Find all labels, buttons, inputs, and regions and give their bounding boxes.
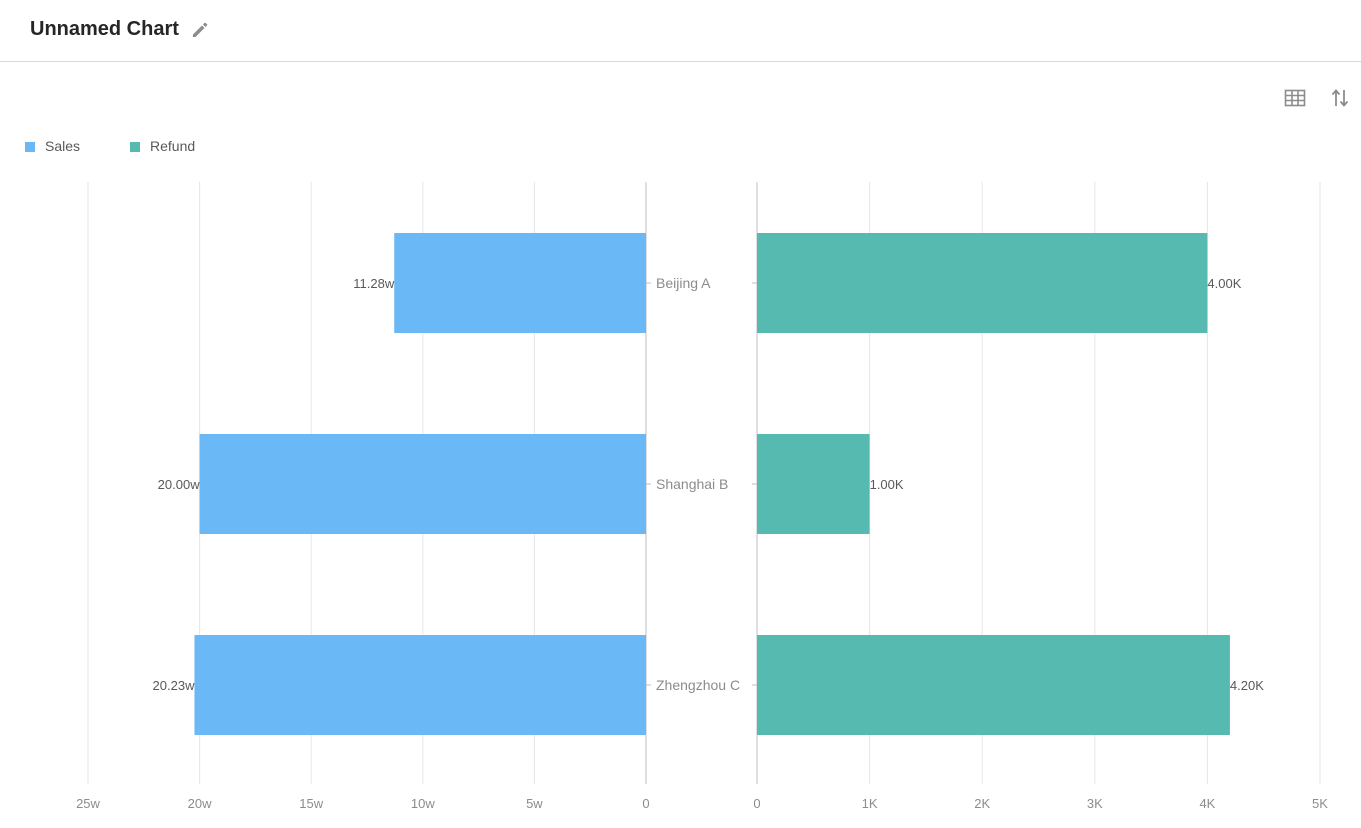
x-tick-label-right: 5K xyxy=(1312,796,1328,811)
x-tick-label-left: 25w xyxy=(76,796,100,811)
bar-refund xyxy=(757,233,1208,333)
x-tick-label-right: 2K xyxy=(974,796,990,811)
x-tick-label-left: 15w xyxy=(299,796,323,811)
category-label: Beijing A xyxy=(656,275,711,291)
legend-swatch-sales xyxy=(25,142,35,152)
bar-sales xyxy=(394,233,646,333)
bar-refund xyxy=(757,434,870,534)
x-tick-label-left: 10w xyxy=(411,796,435,811)
category-label: Shanghai B xyxy=(656,476,728,492)
legend-swatch-refund xyxy=(130,142,140,152)
data-label-refund: 1.00K xyxy=(870,477,904,492)
bar-sales xyxy=(194,635,646,735)
legend-label-sales: Sales xyxy=(45,138,81,154)
bar-refund xyxy=(757,635,1230,735)
x-tick-label-right: 3K xyxy=(1087,796,1103,811)
chart-title: Unnamed Chart xyxy=(30,18,179,40)
x-tick-label-right: 4K xyxy=(1199,796,1215,811)
legend-label-refund: Refund xyxy=(150,138,196,154)
x-tick-label-left: 5w xyxy=(526,796,543,811)
table-icon[interactable] xyxy=(1283,86,1307,110)
data-label-refund: 4.00K xyxy=(1207,276,1241,291)
x-tick-label-right: 1K xyxy=(862,796,878,811)
x-tick-label-right: 0 xyxy=(753,796,760,811)
x-tick-label-left: 20w xyxy=(188,796,212,811)
data-label-sales: 20.23w xyxy=(153,678,196,693)
pencil-icon[interactable] xyxy=(190,20,210,40)
category-label: Zhengzhou C xyxy=(656,677,740,693)
chart-header: Unnamed Chart xyxy=(0,0,1361,62)
sort-swap-icon[interactable] xyxy=(1328,86,1352,110)
data-label-sales: 11.28w xyxy=(353,276,395,291)
data-label-sales: 20.00w xyxy=(158,477,201,492)
x-tick-label-left: 0 xyxy=(642,796,649,811)
data-label-refund: 4.20K xyxy=(1230,678,1264,693)
bar-sales xyxy=(199,434,646,534)
